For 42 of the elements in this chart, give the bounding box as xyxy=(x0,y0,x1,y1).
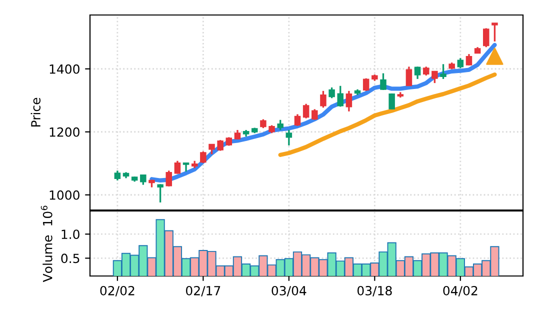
candlestick xyxy=(346,90,352,112)
candlestick xyxy=(294,113,301,127)
candlestick xyxy=(217,139,224,152)
x-tick-label: 02/17 xyxy=(186,286,220,296)
y-tick-label: 1400 xyxy=(50,64,80,74)
candlestick xyxy=(166,170,172,188)
candlestick xyxy=(337,85,344,108)
candlestick xyxy=(157,183,164,204)
x-tick-label: 03/18 xyxy=(357,286,392,296)
candlestick xyxy=(114,170,121,182)
candlestick xyxy=(380,72,386,91)
y-tick-label: 1200 xyxy=(50,127,80,137)
x-tick-label: 03/04 xyxy=(272,286,306,296)
x-tick-label: 02/02 xyxy=(100,286,134,296)
y-tick-label: 0.5 xyxy=(61,254,80,264)
candlestick xyxy=(492,22,498,42)
candlestick xyxy=(406,66,412,86)
candlestick xyxy=(483,27,490,48)
candlestick xyxy=(208,144,215,156)
x-tick-label: 04/02 xyxy=(443,286,478,296)
candlestick xyxy=(302,103,310,120)
candlestick xyxy=(174,160,181,175)
y-tick-label: 1000 xyxy=(50,190,80,200)
y-axis-title: Volume 10$^{6}$ xyxy=(40,206,52,282)
candlestick xyxy=(312,108,318,121)
candlestick xyxy=(140,174,146,186)
candlestick xyxy=(388,92,395,110)
y-axis-title: Price xyxy=(30,98,40,127)
candlestick xyxy=(440,63,446,80)
candlestick xyxy=(362,77,370,92)
candlestick xyxy=(286,129,292,146)
y-tick-label: 1.0 xyxy=(62,230,80,240)
candlestick xyxy=(457,57,464,70)
candlestick xyxy=(432,70,438,84)
candlestick xyxy=(277,119,284,131)
candlestick xyxy=(466,53,472,66)
candlestick xyxy=(200,150,206,164)
candlestick xyxy=(234,129,241,140)
candlestick xyxy=(320,90,326,108)
line-series xyxy=(278,72,497,157)
candlestick xyxy=(328,86,335,99)
candlestick xyxy=(414,66,421,80)
